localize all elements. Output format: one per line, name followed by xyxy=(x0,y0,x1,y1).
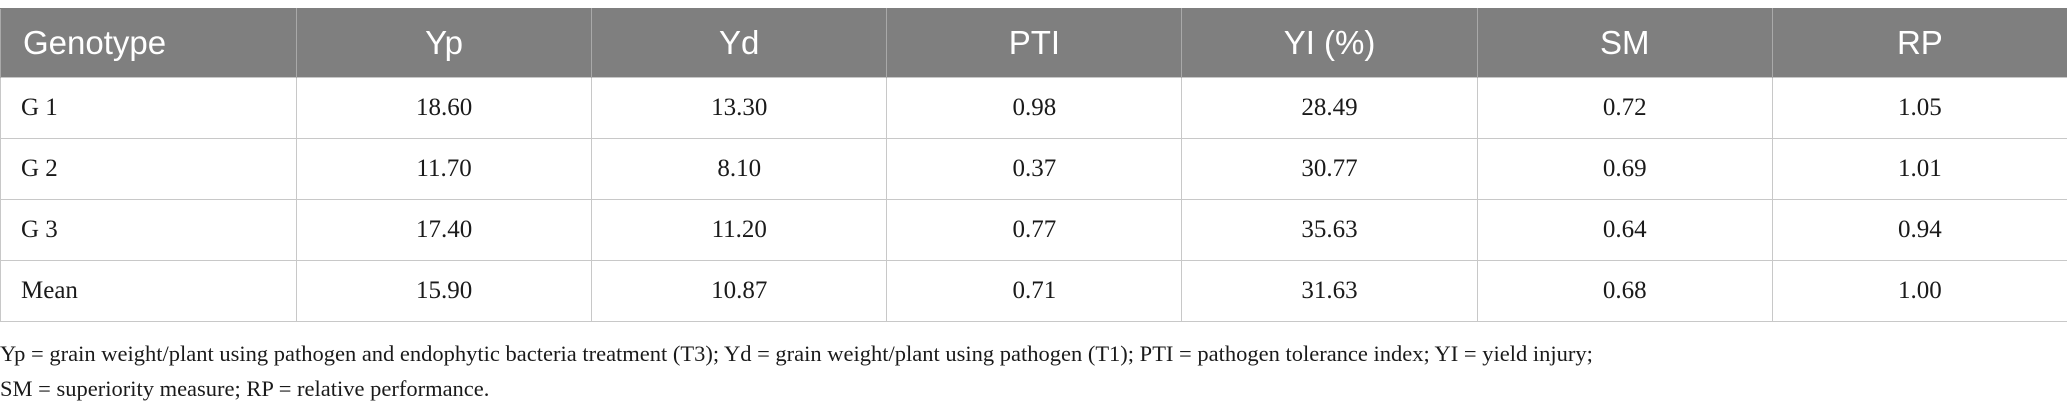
cell-yi: 28.49 xyxy=(1181,77,1478,139)
table-row: G 1 18.60 13.30 0.98 28.49 0.72 1.05 xyxy=(0,77,2067,139)
cell-yd: 10.87 xyxy=(591,260,888,322)
table-row: G 2 11.70 8.10 0.37 30.77 0.69 1.01 xyxy=(0,138,2067,200)
data-table-container: Genotype Yp Yd PTI YI (%) SM RP G 1 18.6… xyxy=(0,8,2067,322)
header-genotype: Genotype xyxy=(0,8,297,78)
cell-pti: 0.77 xyxy=(886,199,1183,261)
cell-rp: 1.05 xyxy=(1771,77,2067,139)
header-rp: RP xyxy=(1771,8,2067,78)
footnote-line: SM = superiority measure; RP = relative … xyxy=(0,376,490,401)
cell-genotype: G 1 xyxy=(0,77,297,139)
cell-genotype: Mean xyxy=(0,260,297,322)
cell-rp: 0.94 xyxy=(1771,199,2067,261)
cell-yp: 18.60 xyxy=(295,77,593,139)
cell-yp: 15.90 xyxy=(295,260,593,322)
cell-yi: 30.77 xyxy=(1181,138,1478,200)
header-yd: Yd xyxy=(591,8,888,78)
cell-yi: 35.63 xyxy=(1181,199,1478,261)
cell-sm: 0.68 xyxy=(1476,260,1773,322)
cell-yi: 31.63 xyxy=(1181,260,1478,322)
cell-sm: 0.72 xyxy=(1476,77,1773,139)
cell-rp: 1.01 xyxy=(1771,138,2067,200)
cell-yp: 17.40 xyxy=(295,199,593,261)
table-row-mean: Mean 15.90 10.87 0.71 31.63 0.68 1.00 xyxy=(0,260,2067,322)
cell-pti: 0.98 xyxy=(886,77,1183,139)
cell-yp: 11.70 xyxy=(295,138,593,200)
header-yp: Yp xyxy=(295,8,593,78)
cell-genotype: G 2 xyxy=(0,138,297,200)
cell-sm: 0.64 xyxy=(1476,199,1773,261)
cell-pti: 0.71 xyxy=(886,260,1183,322)
footnote-line: Yp = grain weight/plant using pathogen a… xyxy=(0,341,1593,366)
table-footnote: Yp = grain weight/plant using pathogen a… xyxy=(0,336,2000,406)
cell-yd: 13.30 xyxy=(591,77,888,139)
table-header-row: Genotype Yp Yd PTI YI (%) SM RP xyxy=(0,8,2067,78)
table-row: G 3 17.40 11.20 0.77 35.63 0.64 0.94 xyxy=(0,199,2067,261)
cell-sm: 0.69 xyxy=(1476,138,1773,200)
header-sm: SM xyxy=(1476,8,1773,78)
header-yi: YI (%) xyxy=(1181,8,1478,78)
header-pti: PTI xyxy=(886,8,1183,78)
cell-yd: 11.20 xyxy=(591,199,888,261)
genotype-table: Genotype Yp Yd PTI YI (%) SM RP G 1 18.6… xyxy=(0,8,2067,322)
cell-genotype: G 3 xyxy=(0,199,297,261)
cell-pti: 0.37 xyxy=(886,138,1183,200)
cell-yd: 8.10 xyxy=(591,138,888,200)
cell-rp: 1.00 xyxy=(1771,260,2067,322)
